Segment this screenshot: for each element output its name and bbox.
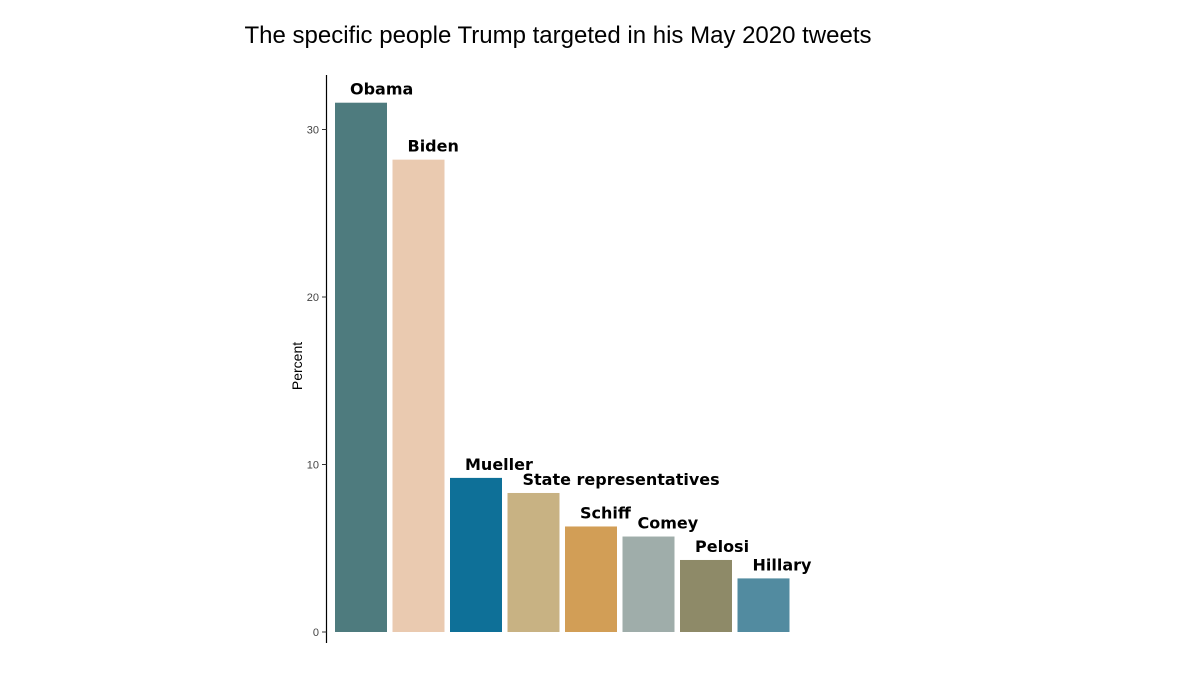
y-axis-ticks: 0 10 20 30 [307, 125, 327, 639]
bar-label-hillary: Hillary [753, 555, 813, 574]
bar-pelosi [680, 559, 732, 632]
bar-label-pelosi: Pelosi [695, 537, 749, 556]
y-axis-label: Percent [289, 342, 305, 390]
bar-hillary [737, 578, 790, 632]
bar-mueller [450, 477, 502, 632]
bar-biden [392, 159, 445, 632]
y-tick-label-10: 10 [307, 460, 319, 472]
y-tick-label-0: 0 [313, 627, 319, 639]
bar-comey [622, 536, 675, 632]
bar-label-obama: Obama [350, 80, 413, 99]
y-tick-label-30: 30 [307, 125, 319, 137]
y-tick-label-20: 20 [307, 292, 319, 304]
bar-label-biden: Biden [408, 137, 459, 156]
bar-schiff [565, 526, 617, 632]
bar-label-schiff: Schiff [580, 503, 632, 522]
bars-group [335, 102, 790, 632]
bar-label-comey: Comey [638, 514, 699, 533]
bar-obama [335, 102, 387, 632]
chart-title: The specific people Trump targeted in hi… [245, 22, 872, 49]
bar-state-representatives [507, 492, 560, 632]
bar-label-mueller: Mueller [465, 455, 533, 474]
bar-label-state-representatives: State representatives [523, 470, 720, 489]
